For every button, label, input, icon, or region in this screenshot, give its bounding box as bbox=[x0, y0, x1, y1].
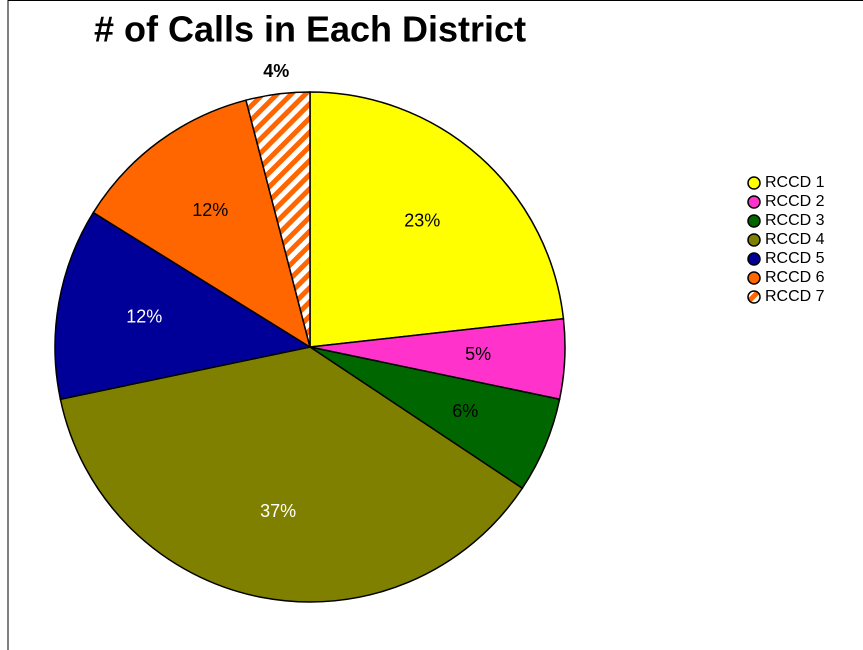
legend-marker bbox=[747, 252, 761, 266]
legend-label: RCCD 6 bbox=[765, 269, 825, 286]
legend-label: RCCD 3 bbox=[765, 212, 825, 229]
legend-label: RCCD 5 bbox=[765, 250, 825, 267]
data-label: 4% bbox=[263, 61, 289, 81]
legend-marker bbox=[747, 195, 761, 209]
legend-marker bbox=[747, 176, 761, 190]
legend-label: RCCD 2 bbox=[765, 193, 825, 210]
legend-marker bbox=[747, 214, 761, 228]
legend-label: RCCD 7 bbox=[765, 288, 825, 305]
data-label: 12% bbox=[192, 200, 228, 220]
legend-marker bbox=[747, 271, 761, 285]
chart-title: # of Calls in Each District bbox=[94, 9, 526, 50]
legend-marker bbox=[747, 233, 761, 247]
data-label: 5% bbox=[465, 344, 491, 364]
pie-slice bbox=[54, 211, 312, 401]
data-label: 23% bbox=[404, 210, 440, 230]
data-label: 6% bbox=[452, 401, 478, 421]
data-label: 12% bbox=[126, 307, 162, 327]
pie-slice bbox=[59, 346, 524, 603]
pie-slice bbox=[245, 91, 311, 348]
chart-frame bbox=[7, 0, 863, 650]
legend-marker bbox=[747, 290, 761, 304]
pie-slice bbox=[92, 99, 312, 349]
legend-label: RCCD 4 bbox=[765, 231, 825, 248]
legend-label: RCCD 1 bbox=[765, 174, 825, 191]
data-label: 37% bbox=[260, 501, 296, 521]
pie-slice bbox=[309, 91, 565, 348]
